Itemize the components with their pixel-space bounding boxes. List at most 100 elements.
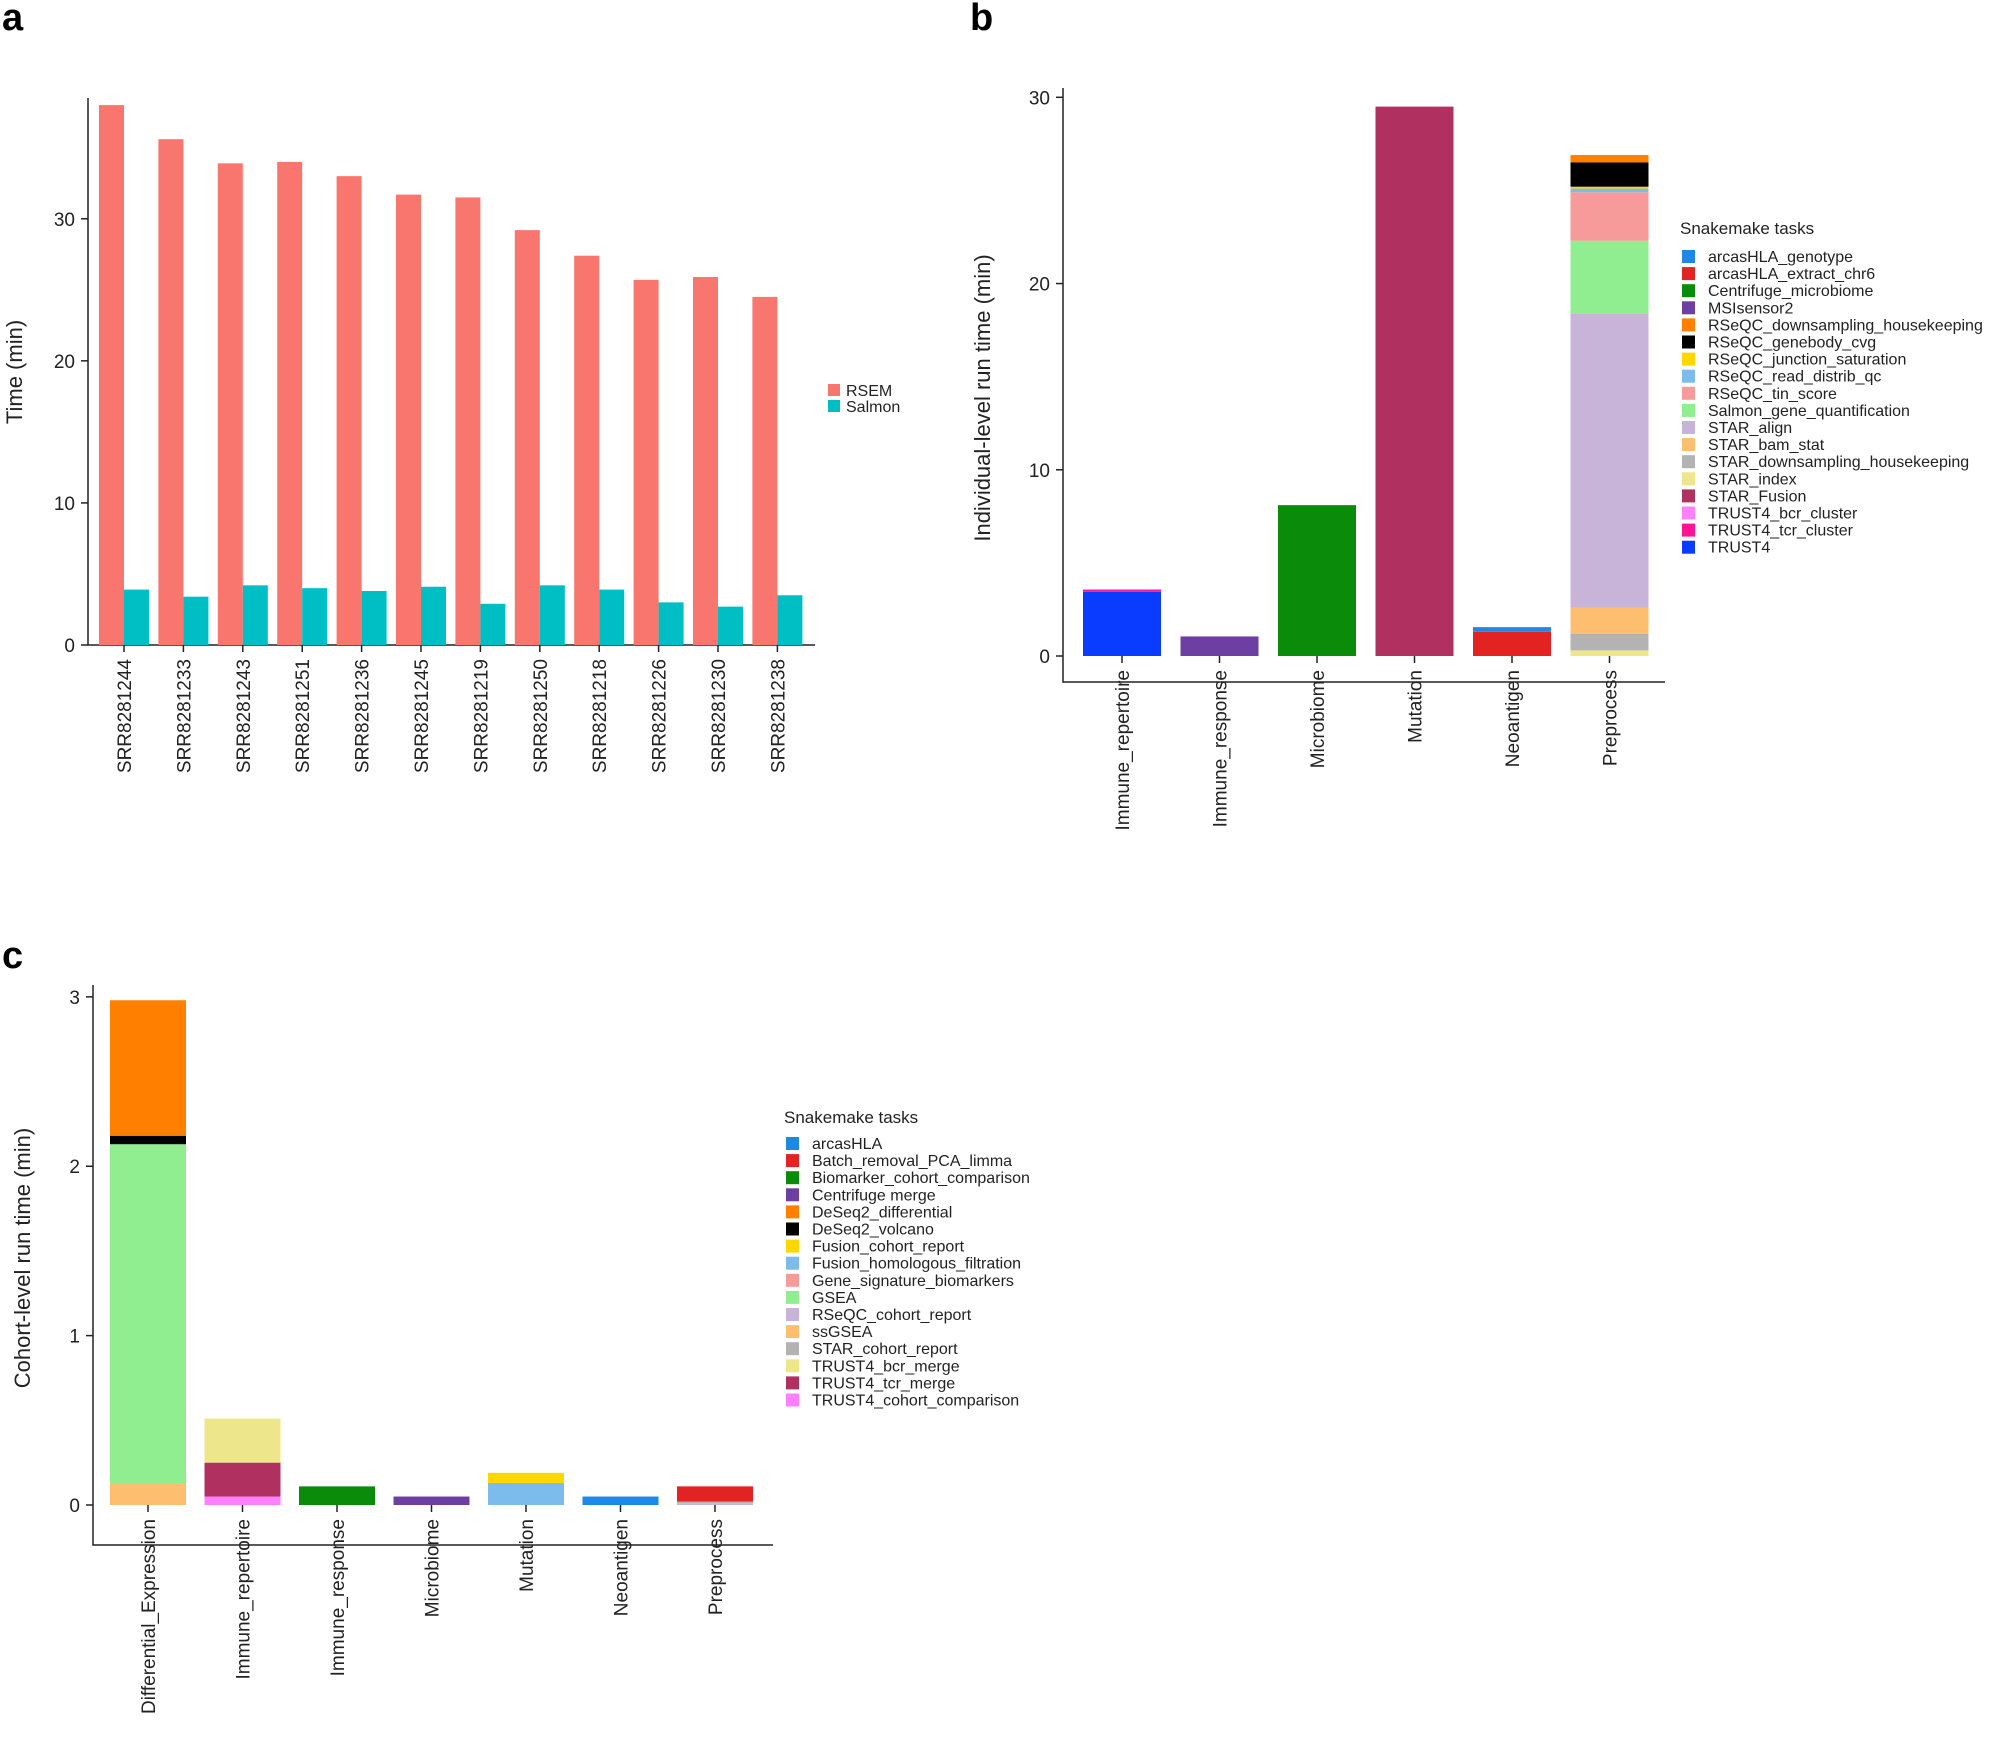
bar-segment-differential-expression-gsea bbox=[110, 1144, 186, 1483]
bar-segment-preprocess-star-bam-stat bbox=[1570, 607, 1649, 634]
x-tick-label-preprocess: Preprocess bbox=[706, 1519, 727, 1615]
legend-swatch-rseqc-cohort-report bbox=[786, 1308, 799, 1321]
legend-swatch-rseqc-tin-score bbox=[1682, 386, 1695, 400]
legend-label-batch-removal-pca-limma: Batch_removal_PCA_limma bbox=[812, 1153, 1012, 1170]
bar-segment-preprocess-salmon-gene-quantification bbox=[1570, 240, 1649, 314]
legend-label-star-cohort-report: STAR_cohort_report bbox=[812, 1341, 958, 1358]
x-tick-label-srr8281226: SRR8281226 bbox=[650, 659, 671, 773]
legend-swatch-batch-removal-pca-limma bbox=[786, 1154, 799, 1168]
chart-c-legend: arcasHLABatch_removal_PCA_limmaBiomarker… bbox=[786, 1136, 1030, 1410]
legend-label-rseqc-cohort-report: RSeQC_cohort_report bbox=[812, 1307, 972, 1324]
legend-label-rseqc-downsampling-housekeeping: RSeQC_downsampling_housekeeping bbox=[1708, 317, 1983, 334]
legend-swatch-deseq2-volcano bbox=[786, 1222, 799, 1236]
legend-label-star-index: STAR_index bbox=[1708, 471, 1797, 488]
bar-segment-immune-response-biomarker-cohort-comparison bbox=[299, 1486, 375, 1505]
legend-swatch-trust4 bbox=[1682, 540, 1695, 554]
legend-label-trust4-bcr-cluster: TRUST4_bcr_cluster bbox=[1708, 506, 1858, 523]
y-tick-label: 20 bbox=[1029, 275, 1050, 296]
bar-rsem-srr8281243 bbox=[217, 163, 243, 646]
legend-label-gsea: GSEA bbox=[812, 1290, 857, 1307]
legend-swatch-fusion-homologous-filtration bbox=[786, 1256, 799, 1270]
x-tick-label-microbiome: Microbiome bbox=[1308, 670, 1329, 768]
bar-segment-preprocess-star-downsampling-housekeeping bbox=[1570, 633, 1649, 651]
panel-letter-a: a bbox=[2, 0, 24, 39]
legend-label-gene-signature-biomarkers: Gene_signature_biomarkers bbox=[812, 1273, 1014, 1290]
legend-swatch-star-index bbox=[1682, 472, 1695, 486]
x-tick-label-srr8281230: SRR8281230 bbox=[709, 659, 730, 773]
y-tick-label: 20 bbox=[54, 352, 75, 373]
legend-label-arcashla-genotype: arcasHLA_genotype bbox=[1708, 249, 1853, 266]
legend-swatch-biomarker-cohort-comparison bbox=[786, 1171, 799, 1185]
x-tick-label-srr8281245: SRR8281245 bbox=[412, 659, 433, 773]
panel-letter-c: c bbox=[2, 935, 23, 977]
legend-label-trust4-cohort-comparison: TRUST4_cohort_comparison bbox=[812, 1393, 1019, 1410]
legend-label-rsem: RSEM bbox=[846, 383, 892, 400]
legend-swatch-star-fusion bbox=[1682, 489, 1695, 503]
bar-segment-neoantigen-arcashla-genotype bbox=[1473, 627, 1551, 632]
bar-segment-preprocess-rseqc-cohort-report bbox=[677, 1503, 753, 1505]
chart-c-axes bbox=[92, 985, 773, 1546]
legend-swatch-ssgsea bbox=[786, 1325, 799, 1339]
bar-segment-immune-repertoire-trust4-tcr-merge bbox=[204, 1462, 281, 1497]
chart-b-axes bbox=[1062, 88, 1665, 683]
x-tick-label-immune-response: Immune_response bbox=[328, 1519, 349, 1676]
legend-swatch-salmon bbox=[828, 400, 840, 412]
legend-label-rseqc-genebody-cvg: RSeQC_genebody_cvg bbox=[1708, 335, 1876, 352]
x-tick-label-srr8281238: SRR8281238 bbox=[768, 659, 789, 773]
bar-rsem-srr8281238 bbox=[752, 296, 778, 645]
bar-segment-differential-expression-deseq2-differential bbox=[110, 1000, 186, 1136]
x-tick-label-srr8281218: SRR8281218 bbox=[590, 659, 611, 773]
bar-rsem-srr8281236 bbox=[336, 176, 362, 645]
chart-c: Cohort-level run time (min) 0 1 2 3 Differe… bbox=[10, 985, 1030, 1714]
x-tick-label-srr8281233: SRR8281233 bbox=[174, 659, 195, 773]
bar-rsem-srr8281219 bbox=[455, 197, 481, 646]
x-tick-label-srr8281244: SRR8281244 bbox=[115, 659, 136, 774]
bar-salmon-srr8281250 bbox=[539, 585, 565, 645]
y-tick-label: 0 bbox=[1039, 647, 1050, 668]
legend-label-fusion-cohort-report: Fusion_cohort_report bbox=[812, 1239, 965, 1256]
bar-segment-preprocess-star-align bbox=[1570, 313, 1649, 608]
legend-swatch-centrifuge-merge bbox=[786, 1188, 799, 1202]
y-tick-label: 0 bbox=[64, 636, 75, 657]
legend-swatch-gsea bbox=[786, 1290, 799, 1304]
legend-label-biomarker-cohort-comparison: Biomarker_cohort_comparison bbox=[812, 1170, 1030, 1187]
panel-letter-b: b bbox=[970, 0, 993, 39]
bar-salmon-srr8281233 bbox=[183, 596, 209, 645]
legend-swatch-salmon-gene-quantification bbox=[1682, 403, 1695, 417]
chart-a: Time (min) 0 10 20 30 SRR8281244 SRR8281233 S… bbox=[2, 98, 900, 773]
y-tick-label: 10 bbox=[1029, 461, 1050, 482]
bar-salmon-srr8281219 bbox=[480, 603, 506, 645]
legend-swatch-star-bam-stat bbox=[1682, 438, 1695, 452]
bar-rsem-srr8281245 bbox=[396, 194, 421, 646]
legend-swatch-deseq2-differential bbox=[786, 1205, 799, 1219]
y-tick-label: 1 bbox=[69, 1327, 80, 1348]
x-tick-label-srr8281243: SRR8281243 bbox=[234, 659, 255, 773]
legend-swatch-trust4-tcr-merge bbox=[786, 1376, 799, 1390]
y-tick-label: 0 bbox=[69, 1496, 80, 1517]
legend-swatch-trust4-bcr-cluster bbox=[1682, 506, 1695, 520]
bar-salmon-srr8281244 bbox=[124, 589, 149, 645]
legend-swatch-fusion-cohort-report bbox=[786, 1239, 799, 1253]
x-tick-label-srr8281236: SRR8281236 bbox=[353, 659, 374, 773]
bar-rsem-srr8281233 bbox=[158, 139, 184, 646]
legend-swatch-star-downsampling-housekeeping bbox=[1682, 455, 1695, 469]
x-tick-label-mutation: Mutation bbox=[517, 1519, 538, 1592]
bar-segment-immune-repertoire-trust4-bcr-merge bbox=[204, 1418, 281, 1463]
y-tick-label: 30 bbox=[1029, 88, 1050, 109]
bar-rsem-srr8281244 bbox=[99, 105, 124, 646]
legend-label-star-fusion: STAR_Fusion bbox=[1708, 488, 1806, 505]
legend-label-trust4-tcr-merge: TRUST4_tcr_merge bbox=[812, 1375, 955, 1392]
x-tick-label-neoantigen: Neoantigen bbox=[612, 1519, 633, 1616]
chart-c-y-axis-title: Cohort-level run time (min) bbox=[10, 1128, 35, 1388]
bar-segment-microbiome-centrifuge-microbiome bbox=[1278, 505, 1356, 656]
bar-salmon-srr8281245 bbox=[421, 586, 446, 645]
legend-label-star-align: STAR_align bbox=[1708, 420, 1792, 437]
legend-swatch-rseqc-junction-saturation bbox=[1682, 352, 1695, 366]
legend-label-centrifuge-merge: Centrifuge merge bbox=[812, 1187, 936, 1204]
bar-segment-mutation-fusion-homologous-filtration bbox=[488, 1482, 564, 1505]
bar-rsem-srr8281250 bbox=[514, 230, 540, 646]
legend-label-trust4: TRUST4 bbox=[1708, 540, 1770, 557]
y-tick-label: 2 bbox=[69, 1157, 80, 1178]
legend-label-rseqc-tin-score: RSeQC_tin_score bbox=[1708, 386, 1837, 403]
